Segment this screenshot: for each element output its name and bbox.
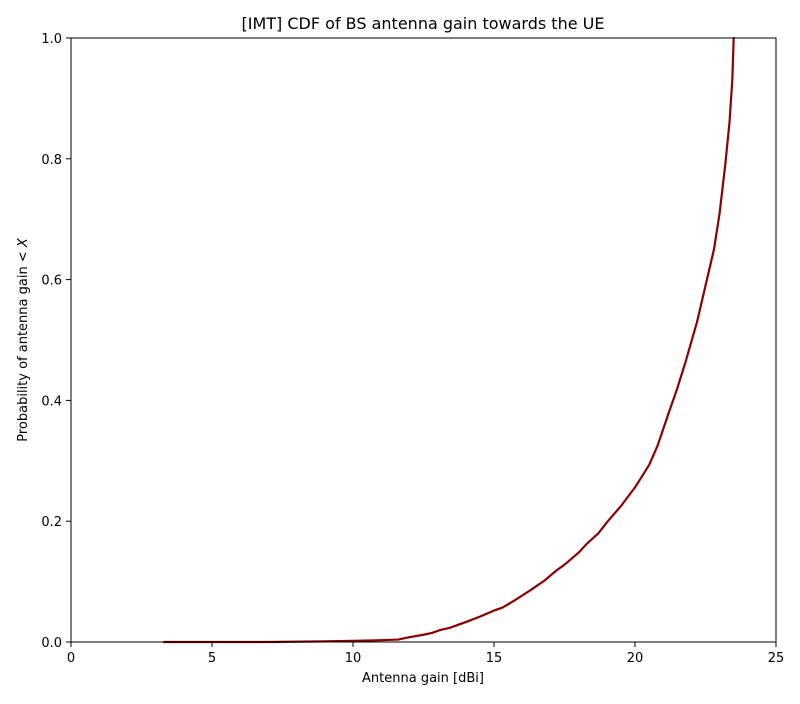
y-axis: 0.0 0.2 0.4 0.6 0.8 1.0 [41, 32, 71, 651]
x-axis: 0 5 10 15 20 25 [67, 642, 784, 666]
y-axis-label-prefix: Probability of antenna gain < [16, 247, 31, 442]
series-layer [162, 36, 735, 644]
series-line-0 [162, 36, 735, 644]
y-tick-label: 1.0 [41, 32, 62, 47]
x-tick-label: 10 [345, 651, 362, 666]
x-tick-label: 15 [486, 651, 503, 666]
y-tick-label: 0.8 [41, 153, 62, 168]
y-tick-label: 0.6 [41, 274, 62, 289]
x-tick-label: 25 [768, 651, 785, 666]
y-tick-label: 0.0 [41, 636, 62, 651]
x-axis-label: Antenna gain [dBi] [362, 671, 484, 686]
x-tick-label: 0 [67, 651, 75, 666]
y-tick-label: 0.4 [41, 394, 62, 409]
y-axis-label: Probability of antenna gain < X [16, 237, 31, 442]
plot-frame [70, 37, 777, 643]
y-axis-label-variable: X [16, 237, 31, 248]
x-tick-label: 5 [208, 651, 216, 666]
chart-title: [IMT] CDF of BS antenna gain towards the… [242, 14, 605, 33]
x-tick-label: 20 [627, 651, 644, 666]
y-tick-label: 0.2 [41, 515, 62, 530]
